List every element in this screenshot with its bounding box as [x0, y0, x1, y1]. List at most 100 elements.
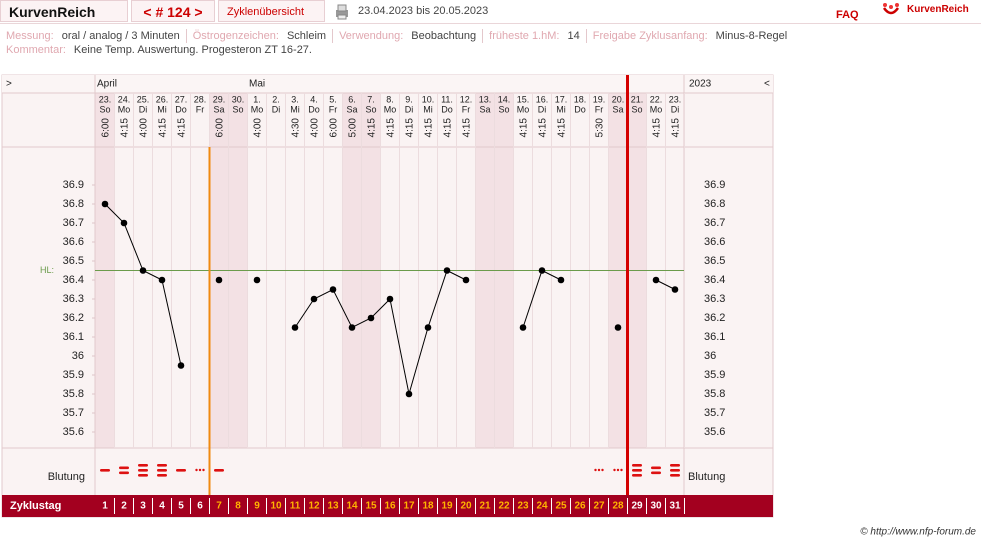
y-tick-label: 36.7 — [704, 217, 725, 229]
temperature-point — [177, 362, 185, 369]
weekday-label: Di — [272, 104, 281, 114]
footer: © http://www.nfp-forum.de — [860, 527, 976, 538]
day-label: 25. — [137, 94, 150, 104]
time-label: 5:30 — [595, 118, 606, 138]
y-tick-label: 36.8 — [704, 198, 725, 210]
y-tick-label: 36 — [704, 350, 716, 362]
cycle-day: 22 — [498, 501, 510, 512]
day-label: 2. — [272, 94, 280, 104]
info-value: Minus-8-Regel — [715, 30, 788, 42]
info-label: Östrogenzeichen: — [192, 30, 279, 42]
temperature-point — [671, 286, 679, 293]
info-entry: Kommentar: Keine Temp. Auswertung. Proges… — [6, 43, 318, 57]
time-label: 4:15 — [652, 118, 663, 138]
cycle-day: 2 — [121, 501, 127, 512]
weekday-label: Mo — [118, 104, 131, 114]
weekday-label: Mo — [517, 104, 530, 114]
weekday-label: So — [99, 104, 110, 114]
time-label: 4:15 — [120, 118, 131, 138]
cycle-day: 1 — [102, 501, 108, 512]
bleeding-dash — [119, 466, 129, 470]
weekday-label: So — [631, 104, 642, 114]
day-label: 27. — [175, 94, 188, 104]
y-tick-label: 35.8 — [704, 388, 725, 400]
bleeding-mark — [119, 466, 129, 475]
cycle-day: 18 — [422, 501, 434, 512]
y-tick-label: 36.2 — [63, 312, 84, 324]
logo-text[interactable]: KurvenReich — [907, 4, 969, 15]
day-label: 21. — [631, 94, 644, 104]
cycle-day: 23 — [517, 501, 529, 512]
cover-line-label: HL: — [40, 265, 54, 275]
time-label: 6:00 — [215, 118, 226, 138]
date-range: 23.04.2023 bis 20.05.2023 — [358, 5, 489, 17]
y-tick-label: 35.9 — [63, 369, 84, 381]
chart-frame — [1, 74, 774, 518]
time-label: 4:30 — [291, 118, 302, 138]
spotting-dot — [613, 468, 616, 472]
day-label: 23. — [99, 94, 112, 104]
bleeding-dash — [138, 474, 148, 477]
nav-prev[interactable]: > — [6, 79, 12, 90]
bleeding-mark — [670, 464, 680, 477]
day-label: 28. — [194, 94, 207, 104]
temperature-point — [462, 276, 470, 284]
cycle-day: 13 — [327, 501, 339, 512]
time-label: 4:15 — [177, 118, 188, 138]
info: Messung: oral / analog / 3 Minuten Östroge… — [6, 29, 793, 57]
cycle-nav[interactable]: < # 124 > — [131, 0, 215, 22]
bleeding-dash — [138, 469, 148, 472]
weekday-label: Mo — [650, 104, 663, 114]
cycle-day: 26 — [574, 501, 586, 512]
info-row: Messung: oral / analog / 3 Minuten Östroge… — [6, 29, 793, 43]
weekday-label: Mo — [251, 104, 264, 114]
temperature-point — [443, 267, 451, 274]
temperature-point — [253, 276, 261, 284]
cycle-label: Zyklustag — [10, 500, 61, 512]
info-entry: Freigabe Zyklusanfang: Minus-8-Regel — [585, 29, 793, 43]
weekday-label: So — [365, 104, 376, 114]
cycle-row — [2, 495, 773, 517]
print-icon[interactable] — [334, 4, 350, 20]
day-label: 24. — [118, 94, 131, 104]
cycle-day: 20 — [460, 501, 472, 512]
y-tick-label: 36.5 — [704, 255, 725, 267]
bleeding-dash — [119, 471, 129, 475]
info-value: 14 — [567, 30, 580, 42]
weekday-label: So — [498, 104, 509, 114]
y-tick-label: 36.7 — [63, 217, 84, 229]
bleeding-dash — [176, 469, 186, 472]
cycle-day: 12 — [308, 501, 320, 512]
info-value: oral / analog / 3 Minuten — [61, 30, 180, 42]
y-tick-label: 36.3 — [63, 293, 84, 305]
nav-next[interactable]: < — [764, 79, 770, 90]
info-value: Beobachtung — [411, 30, 477, 42]
faq-link[interactable]: FAQ — [836, 9, 859, 21]
month-label: April — [97, 79, 117, 90]
weekday-label: Mi — [157, 104, 167, 114]
spotting-dot — [620, 468, 623, 472]
time-label: 4:00 — [253, 118, 264, 138]
y-tick-label: 36.1 — [704, 331, 725, 343]
weekday-label: Fr — [329, 104, 338, 114]
y-tick-label: 35.9 — [704, 369, 725, 381]
temperature-point — [519, 324, 527, 331]
cycle-day: 14 — [346, 501, 358, 512]
month-row — [2, 75, 773, 93]
cycle-day: 15 — [365, 501, 377, 512]
temperature-point — [614, 324, 622, 331]
temperature-point — [120, 219, 128, 227]
y-tick-label: 35.8 — [63, 388, 84, 400]
bleeding-mark — [157, 464, 167, 477]
cycle-day: 7 — [216, 501, 222, 512]
info-entry: Messung: oral / analog / 3 Minuten — [6, 29, 186, 43]
time-label: 4:00 — [139, 118, 150, 138]
info-row: Kommentar: Keine Temp. Auswertung. Proges… — [6, 43, 793, 57]
day-label: 11. — [441, 94, 453, 104]
spotting-dot — [195, 468, 198, 472]
time-label: 4:15 — [538, 118, 549, 138]
tab[interactable]: Zyklenübersicht — [218, 0, 325, 22]
temperature-point — [348, 324, 356, 331]
weekday-label: Do — [308, 104, 320, 114]
temperature-point — [101, 200, 109, 208]
